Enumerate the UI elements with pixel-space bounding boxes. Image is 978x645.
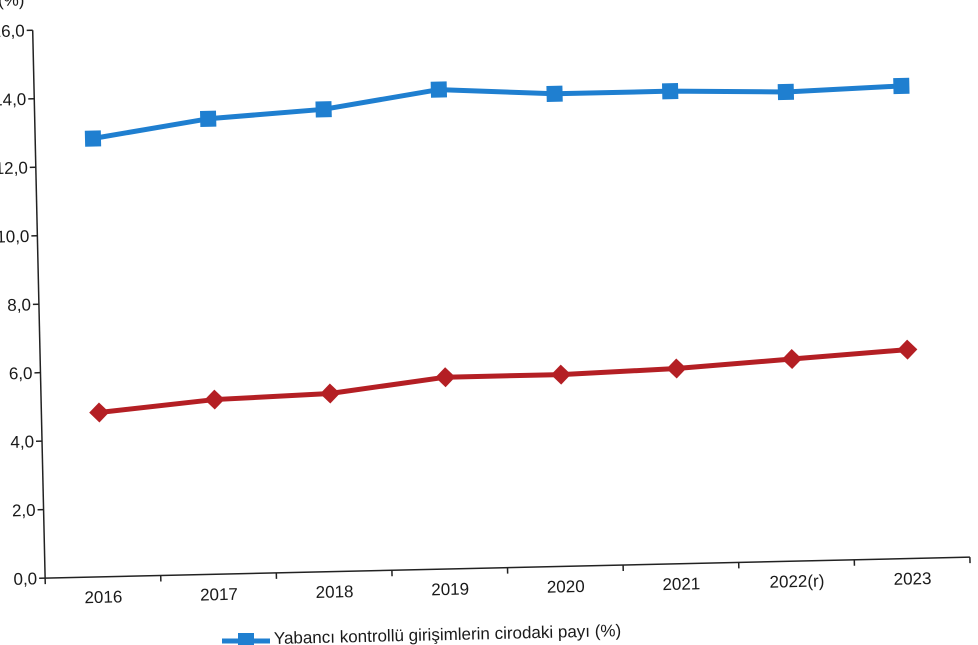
data-point-diamond — [204, 389, 225, 410]
y-tick-label: 0,0 — [13, 569, 37, 589]
y-tick-label: 10,0 — [0, 227, 30, 247]
x-tick-label: 2016 — [84, 587, 122, 607]
x-tick-label: 2020 — [547, 577, 585, 597]
data-point-square — [661, 82, 679, 100]
data-point-square — [84, 130, 102, 147]
data-point-square — [200, 110, 217, 127]
y-tick-label: 6,0 — [9, 364, 33, 384]
y-axis-ticks: 0,0 2,0 4,0 6,0 8,0 10,0 12,0 14,0 16,0 — [0, 21, 46, 589]
x-axis-ticks: 2016 2017 2018 2019 2020 2021 2022(r) 2023 — [44, 557, 971, 607]
y-tick-label: 8,0 — [7, 295, 31, 315]
x-tick-label: 2019 — [431, 580, 469, 600]
data-point-diamond — [781, 349, 802, 370]
series-layer — [84, 77, 918, 423]
series-1 — [84, 77, 910, 147]
data-point-diamond — [320, 383, 341, 404]
series-line — [92, 83, 902, 141]
data-point-square — [546, 85, 563, 102]
data-point-diamond — [435, 367, 456, 388]
y-tick-label: 16,0 — [0, 21, 25, 41]
series-line — [98, 347, 908, 415]
y-tick-label: 12,0 — [0, 158, 28, 178]
x-tick-label: 2022(r) — [769, 571, 824, 591]
y-tick-label: 14,0 — [0, 90, 26, 110]
data-point-diamond — [550, 364, 571, 385]
data-point-square — [430, 81, 448, 98]
x-tick-label: 2017 — [200, 585, 238, 605]
data-point-square — [315, 101, 332, 118]
x-tick-label: 2023 — [893, 569, 931, 589]
y-tick-label: 4,0 — [10, 432, 34, 452]
chart-plot-group: (%) 0,0 2,0 4,0 6,0 8,0 10,0 12,0 14,0 16,0 2016… — [0, 0, 971, 607]
axes — [31, 30, 970, 579]
data-point-square — [893, 77, 910, 95]
y-tick-label: 2,0 — [12, 501, 36, 521]
legend-square-marker — [238, 633, 254, 645]
data-point-diamond — [897, 339, 918, 360]
series-2 — [89, 339, 918, 423]
x-tick-label: 2021 — [662, 574, 700, 594]
x-tick-label: 2018 — [315, 582, 353, 602]
y-axis-unit-label: (%) — [0, 0, 25, 10]
legend: Yabancı kontrollü girişimlerin cirodaki … — [222, 621, 621, 645]
data-point-diamond — [666, 358, 687, 379]
legend-label: Yabancı kontrollü girişimlerin cirodaki … — [274, 621, 622, 645]
data-point-diamond — [89, 402, 110, 423]
data-point-square — [777, 83, 795, 101]
